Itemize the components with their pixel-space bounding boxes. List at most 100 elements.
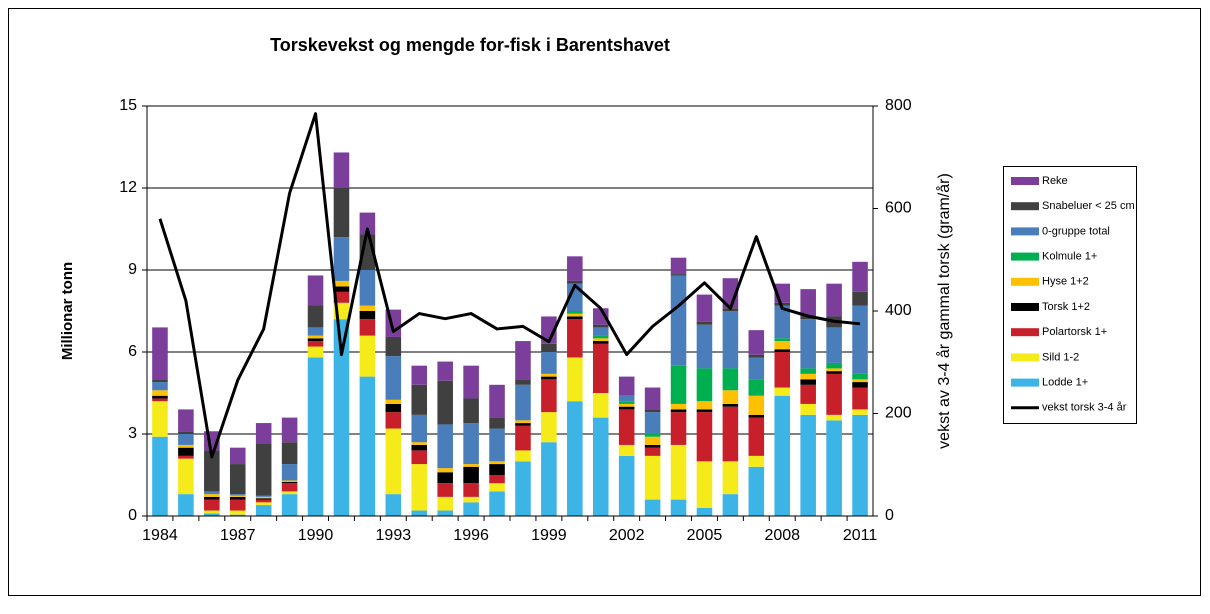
bar-segment <box>437 510 453 516</box>
bar-segment <box>541 379 557 413</box>
bar-segment <box>385 336 402 357</box>
bar-segment <box>748 466 765 516</box>
bar-segment <box>385 494 402 516</box>
bar-segment <box>359 335 376 377</box>
bar-segment <box>152 395 168 399</box>
bar-segment <box>411 384 428 415</box>
bar-segment <box>696 412 713 462</box>
bar-segment <box>567 280 583 284</box>
bar-segment <box>644 409 661 413</box>
bar-segment <box>359 319 376 336</box>
bar-segment <box>670 444 687 500</box>
bar-segment <box>515 379 531 385</box>
bar-segment <box>644 412 661 434</box>
bar-segment <box>437 361 453 381</box>
bar-segment <box>696 507 713 516</box>
bar-segment <box>489 491 505 516</box>
bar-segment <box>515 423 531 426</box>
bar-segment <box>307 275 324 306</box>
bar-segment <box>307 335 324 339</box>
bar-segment <box>204 450 220 492</box>
bar-segment <box>826 327 842 363</box>
bar-segment <box>644 444 661 448</box>
bar-segment <box>307 327 324 336</box>
bar-segment <box>618 444 635 456</box>
bar-segment <box>204 494 220 497</box>
bar-segment <box>255 499 272 503</box>
bar-segment <box>333 291 350 303</box>
bar-segment <box>204 510 220 514</box>
bar-segment <box>852 382 868 388</box>
bar-segment <box>437 483 453 497</box>
legend-label: Reke <box>1042 175 1068 187</box>
y2-axis-label: vekst av 3-4 år gammal torsk (gram/år) <box>935 173 953 449</box>
bar-segment <box>852 414 868 516</box>
bar-segment <box>748 395 765 415</box>
bar-segment <box>307 305 324 328</box>
bar-segment <box>670 257 687 275</box>
x-tick-label: 2005 <box>687 527 723 544</box>
bar-segment <box>515 341 531 380</box>
bar-segment <box>567 313 583 317</box>
bar-segment <box>774 395 791 516</box>
bar-segment <box>204 491 220 495</box>
bar-segment <box>541 343 557 352</box>
bar-segment <box>463 365 479 399</box>
bar-segment <box>281 464 298 481</box>
bar-segment <box>515 450 531 462</box>
labels: 0 3 6 9 12 15 0 200 400 600 800 1984 1987 1990 1993 199… <box>119 97 912 544</box>
bar-segment <box>826 414 842 421</box>
bar-segment <box>592 417 609 516</box>
bar-segment <box>281 494 298 516</box>
bar-segment <box>152 398 168 402</box>
bar-segment <box>670 275 687 366</box>
legend-label: 0-gruppe total <box>1042 225 1110 237</box>
bar-segment <box>852 291 868 306</box>
bar-segment <box>748 354 765 358</box>
bar-segment <box>411 365 428 385</box>
legend-label: Torsk 1+2 <box>1042 301 1090 313</box>
bar-segment <box>411 450 428 465</box>
bar-segment <box>722 494 739 516</box>
bar-segment <box>644 434 661 437</box>
bar-segment <box>567 311 583 314</box>
y2-tick-label: 800 <box>885 97 912 114</box>
bar-segment <box>515 420 531 424</box>
bar-segment <box>800 373 816 380</box>
axes <box>142 105 878 521</box>
bar-segment <box>204 496 220 500</box>
bar-segment <box>592 335 609 339</box>
legend: Reke Snabeluer < 25 cm 0-gruppe total Kolmu… <box>1011 175 1135 414</box>
bar-segment <box>178 494 194 516</box>
bar-segment <box>592 324 609 328</box>
x-tick-label: 1996 <box>453 527 489 544</box>
bar-segment <box>281 442 298 465</box>
bar-segment <box>696 409 713 413</box>
bar-segment <box>800 414 816 516</box>
bar-segment <box>411 464 428 511</box>
bar-segment <box>618 406 635 410</box>
bar-segment <box>229 514 246 516</box>
x-tick-label: 1987 <box>220 527 256 544</box>
bar-segment <box>489 417 505 429</box>
bar-segment <box>255 498 272 500</box>
bar-segment <box>670 412 687 445</box>
bar-segment <box>644 436 661 445</box>
bar-segment <box>567 316 583 320</box>
bar-segment <box>333 188 350 238</box>
x-tick-label: 2002 <box>609 527 645 544</box>
bar-segment <box>826 368 842 372</box>
legend-swatch <box>1011 252 1039 261</box>
bar-segment <box>644 499 661 516</box>
legend-label: Hyse 1+2 <box>1042 276 1089 288</box>
bar-segment <box>852 409 868 415</box>
bar-segment <box>852 305 868 374</box>
bar-segment <box>489 483 505 492</box>
bar-segment <box>774 352 791 388</box>
bar-segment <box>567 319 583 358</box>
bar-segment <box>333 319 350 516</box>
bar-segment <box>255 423 272 444</box>
x-tick-label: 1990 <box>298 527 334 544</box>
bar-segment <box>255 502 272 506</box>
